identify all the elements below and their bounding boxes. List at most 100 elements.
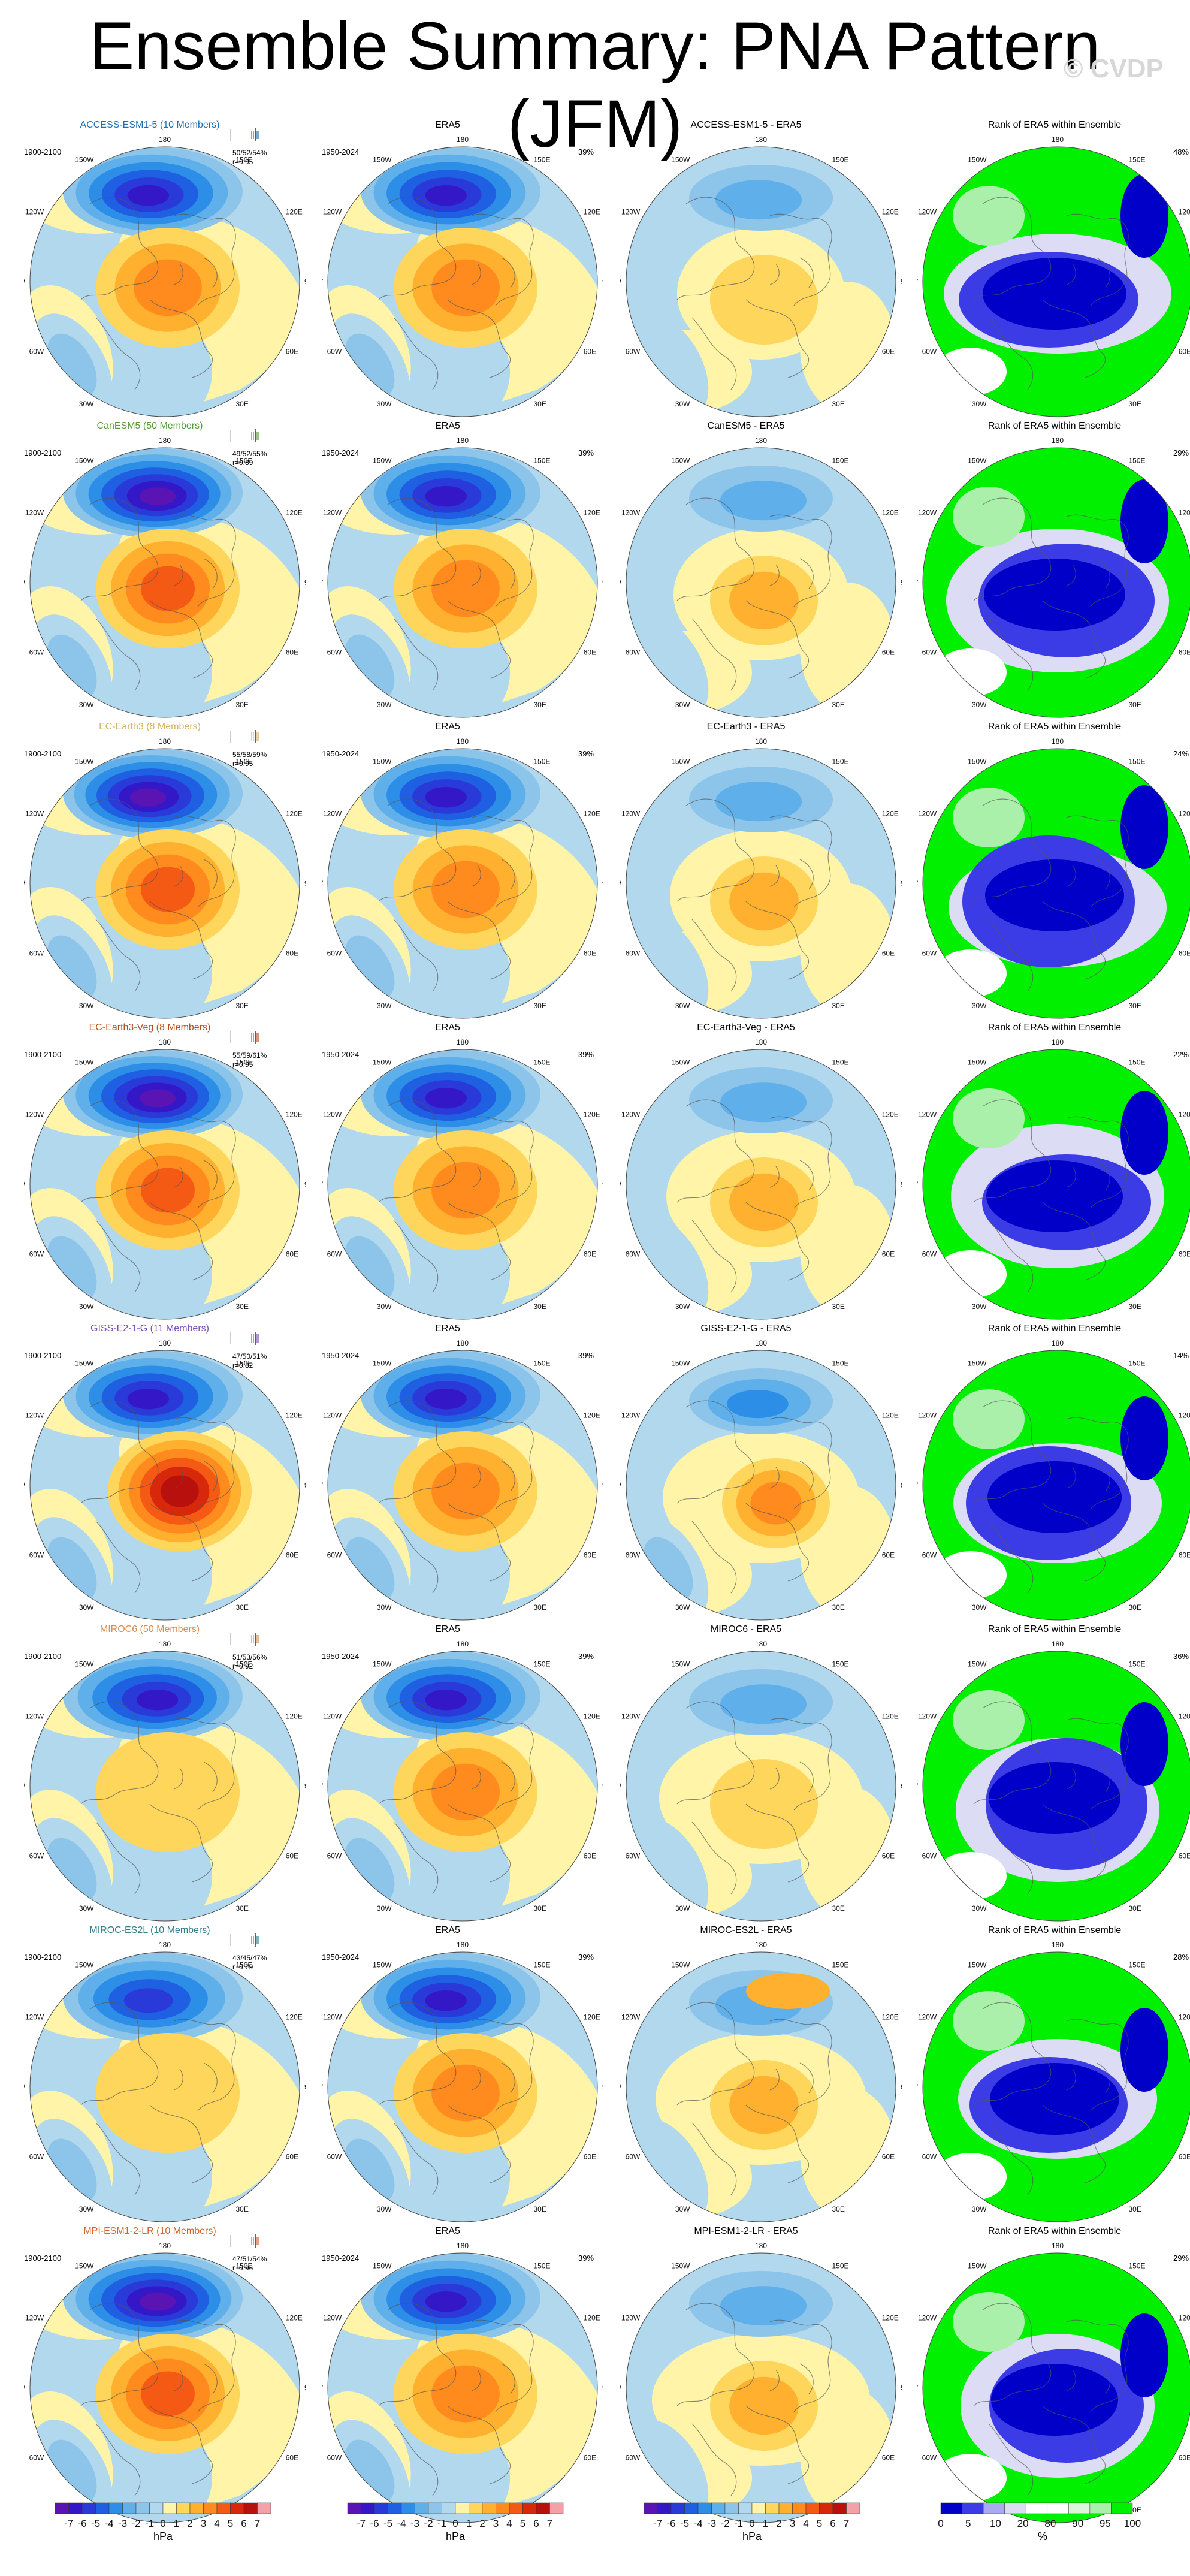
colorbar-tick: 0 xyxy=(749,2518,754,2529)
field-contours xyxy=(626,1350,896,1620)
field-contours xyxy=(30,1651,300,1921)
percent-label: 24% xyxy=(1173,749,1189,758)
colorbar-swatch xyxy=(819,2502,833,2514)
model-title: MIROC-ES2L (10 Members) xyxy=(89,1925,210,1935)
lon-label-right_upper: 150E xyxy=(832,1359,849,1367)
lon-label-right_mid_lower: 60E xyxy=(286,1551,298,1560)
map-boundary xyxy=(626,2252,896,2523)
lon-label-right_mid_lower: 60E xyxy=(882,1250,895,1259)
lon-label-right_upper: 150E xyxy=(1129,1960,1146,1969)
map-boundary xyxy=(922,1049,1190,1320)
lon-label-right: 90E xyxy=(602,1481,603,1489)
lon-label-right_mid_upper: 120E xyxy=(584,810,600,818)
diff-title: GISS-E2-1-G - ERA5 xyxy=(700,1323,792,1334)
lon-label-left_upper: 150W xyxy=(671,1960,690,1969)
diff-panel: 180090W90E150W150E120W120E60W60E30W30EMI… xyxy=(620,1925,908,2225)
lon-label-left: 90W xyxy=(620,1782,622,1790)
era5-panel: 180090W90E150W150E120W120E60W60E30W30EER… xyxy=(322,421,609,720)
colorbar-swatch xyxy=(428,2502,442,2514)
colorbar-tick: 3 xyxy=(201,2518,206,2529)
model-title: CanESM5 (50 Members) xyxy=(96,421,203,431)
lon-label-left_mid_upper: 120W xyxy=(918,509,937,517)
variance-explained: 55/58/59% xyxy=(232,750,267,759)
lon-label-right_upper: 150E xyxy=(236,456,253,464)
lon-label-right_lower: 30E xyxy=(832,1302,845,1311)
colorbar-tick: 4 xyxy=(506,2518,512,2529)
lon-label-right: 90E xyxy=(304,578,306,587)
lon-label-right_mid_lower: 60E xyxy=(286,2454,298,2462)
field-contours xyxy=(626,1651,896,1921)
colorbar-tick: -5 xyxy=(383,2518,392,2529)
colorbar-swatch xyxy=(697,2502,712,2514)
lon-label-left_upper: 150W xyxy=(75,1660,94,1668)
coastlines xyxy=(378,2002,534,2195)
lon-label-right_upper: 150E xyxy=(236,1058,253,1066)
lon-label-left_upper: 150W xyxy=(373,1359,392,1367)
lon-label-top: 180 xyxy=(755,1038,767,1046)
lon-label-right: 90E xyxy=(901,2384,902,2392)
era5-title: ERA5 xyxy=(435,722,460,732)
field-contours xyxy=(626,749,896,1018)
percent-label: 39% xyxy=(578,1050,594,1059)
lon-label-top: 180 xyxy=(457,1339,469,1347)
lon-label-right_mid_upper: 120E xyxy=(584,1712,600,1721)
polar-map: 180090W90E150W150E120W120E60W60E30W30E xyxy=(917,1339,1190,1621)
lon-label-right_upper: 150E xyxy=(534,757,551,765)
colorbar-tick: -4 xyxy=(104,2518,113,2529)
percent-label: 36% xyxy=(1173,1652,1189,1661)
percent-label: 14% xyxy=(1173,1351,1189,1360)
rank-title: Rank of ERA5 within Ensemble xyxy=(987,722,1122,732)
map-boundary xyxy=(922,447,1190,718)
percent-label: 39% xyxy=(578,2254,594,2263)
lon-label-left_upper: 150W xyxy=(373,1058,392,1066)
lon-label-left_mid_lower: 60W xyxy=(626,949,641,958)
percent-label: 39% xyxy=(578,1953,594,1962)
colorbar-swatch xyxy=(149,2502,164,2514)
lon-label-right_upper: 150E xyxy=(832,1058,849,1066)
row-2: 180090W90E150W150E120W120E60W60E30W30EEC… xyxy=(0,722,1190,1021)
polar-map: 180090W90E150W150E120W120E60W60E30W30E xyxy=(917,1038,1190,1320)
lon-label-right_upper: 150E xyxy=(1129,2261,1146,2270)
field-contours xyxy=(626,2253,896,2523)
map-boundary xyxy=(327,1350,598,1621)
coastlines xyxy=(973,798,1129,992)
pattern-correlation: r=0.95 xyxy=(232,1060,253,1069)
lon-label-left_mid_lower: 60W xyxy=(29,2153,44,2161)
rank-field xyxy=(923,2253,1190,2523)
lon-label-right_upper: 150E xyxy=(534,2261,551,2270)
lon-label-right_mid_upper: 120E xyxy=(286,2314,303,2322)
lon-label-right_upper: 150E xyxy=(534,1058,551,1066)
colorbar-tick: -5 xyxy=(91,2518,100,2529)
lon-label-left: 90W xyxy=(24,578,26,587)
lon-label-left_upper: 150W xyxy=(968,757,987,765)
lon-label-top: 180 xyxy=(755,1339,767,1347)
lon-label-top: 180 xyxy=(457,436,469,445)
lon-label-left_mid_lower: 60W xyxy=(922,1250,937,1259)
colorbar-tick: 80 xyxy=(1044,2518,1056,2529)
lon-label-top: 180 xyxy=(1052,1941,1064,1949)
rank-field xyxy=(923,1651,1190,1921)
lon-label-left_lower: 30W xyxy=(79,1603,94,1612)
lon-label-right_mid_upper: 120E xyxy=(882,2314,899,2322)
lon-label-left_lower: 30W xyxy=(972,1302,987,1311)
variance-explained: 47/50/51% xyxy=(232,1352,267,1361)
lon-label-right_upper: 150E xyxy=(534,1960,551,1969)
lon-label-right_lower: 30E xyxy=(236,1302,249,1311)
coastlines xyxy=(973,1701,1129,1895)
period-label: 1950-2024 xyxy=(322,1652,360,1661)
lon-label-left: 90W xyxy=(322,1481,324,1489)
lon-label-left_lower: 30W xyxy=(79,400,94,408)
lon-label-right_lower: 30E xyxy=(236,1603,249,1612)
colorbar-unit: % xyxy=(1037,2530,1047,2542)
lon-label-right_mid_upper: 120E xyxy=(1179,1411,1190,1420)
rank-panel: 180090W90E150W150E120W120E60W60E30W30ERa… xyxy=(917,120,1190,420)
lon-label-right_upper: 150E xyxy=(832,155,849,164)
lon-label-right: 90E xyxy=(304,879,306,888)
colorbar-tick: 5 xyxy=(520,2518,525,2529)
polar-map: 180090W90E150W150E120W120E60W60E30W30E xyxy=(322,135,603,417)
lon-label-left: 90W xyxy=(917,277,919,286)
row-5: 180090W90E150W150E120W120E60W60E30W30EMI… xyxy=(0,1624,1190,1924)
field-contours xyxy=(328,1651,597,1921)
lon-label-left: 90W xyxy=(620,1180,622,1189)
map-boundary xyxy=(29,2252,300,2523)
